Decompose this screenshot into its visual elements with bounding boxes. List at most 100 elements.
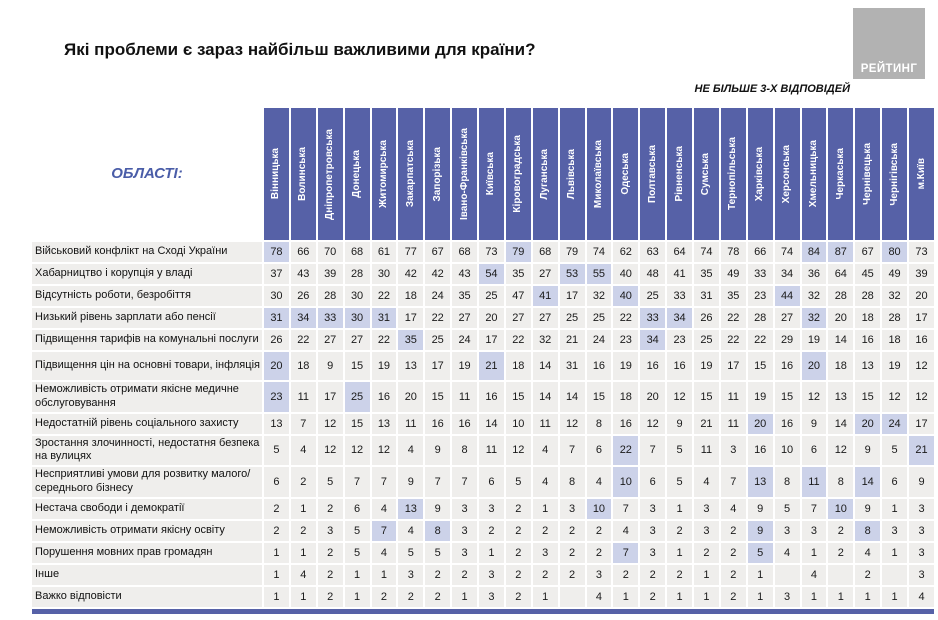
data-cell: 3 bbox=[398, 564, 424, 585]
data-cell: 2 bbox=[317, 542, 343, 563]
data-cell: 34 bbox=[290, 308, 316, 328]
data-cell: 32 bbox=[801, 308, 827, 328]
data-cell: 12 bbox=[640, 413, 666, 434]
data-cell: 4 bbox=[290, 435, 316, 465]
data-cell: 13 bbox=[855, 352, 881, 380]
data-cell: 5 bbox=[774, 498, 800, 519]
data-cell: 25 bbox=[344, 382, 370, 412]
data-cell: 12 bbox=[667, 382, 692, 412]
column-header: Івано-Франківська bbox=[452, 108, 477, 240]
data-cell: 9 bbox=[855, 498, 881, 519]
data-cell: 2 bbox=[505, 520, 531, 541]
table-row: Зростання злочинності, недостатня безпек… bbox=[32, 435, 934, 465]
column-header-label: Миколаївська bbox=[592, 139, 604, 209]
column-header-label: Закарпатська bbox=[404, 140, 416, 208]
data-cell: 73 bbox=[909, 242, 934, 262]
data-cell: 21 bbox=[909, 435, 934, 465]
data-cell: 26 bbox=[290, 286, 316, 306]
column-header-label: Чернігівська bbox=[888, 142, 900, 206]
data-cell: 8 bbox=[774, 467, 800, 497]
data-cell: 5 bbox=[505, 467, 531, 497]
data-cell: 7 bbox=[720, 467, 746, 497]
corner-cell: ОБЛАСТІ: bbox=[32, 108, 262, 240]
data-cell: 10 bbox=[586, 498, 612, 519]
data-cell: 4 bbox=[801, 564, 827, 585]
data-cell: 63 bbox=[640, 242, 666, 262]
data-cell: 25 bbox=[479, 286, 504, 306]
data-cell: 1 bbox=[290, 586, 316, 607]
data-cell: 1 bbox=[290, 542, 316, 563]
column-header-label: Сумська bbox=[700, 152, 712, 196]
column-header-label: Тернопільська bbox=[727, 137, 739, 211]
column-header: Київська bbox=[479, 108, 504, 240]
data-cell: 15 bbox=[855, 382, 881, 412]
data-cell: 21 bbox=[559, 330, 585, 350]
column-header-label: Київська bbox=[485, 152, 497, 196]
row-label: Нестача свободи і демократії bbox=[32, 498, 262, 519]
column-header: Тернопільська bbox=[720, 108, 746, 240]
data-cell: 16 bbox=[774, 352, 800, 380]
data-cell: 20 bbox=[398, 382, 424, 412]
data-cell: 9 bbox=[855, 435, 881, 465]
data-cell: 2 bbox=[398, 586, 424, 607]
data-cell: 7 bbox=[559, 435, 585, 465]
column-header-label: Дніпропетровська bbox=[324, 128, 336, 220]
data-cell: 11 bbox=[801, 467, 827, 497]
data-cell bbox=[774, 564, 800, 585]
data-cell: 4 bbox=[290, 564, 316, 585]
data-cell: 39 bbox=[909, 264, 934, 284]
data-cell: 24 bbox=[586, 330, 612, 350]
data-cell: 1 bbox=[667, 542, 692, 563]
data-cell: 2 bbox=[667, 564, 692, 585]
data-cell: 18 bbox=[828, 352, 854, 380]
data-cell: 6 bbox=[882, 467, 907, 497]
data-cell: 25 bbox=[425, 330, 451, 350]
data-cell: 15 bbox=[586, 382, 612, 412]
row-label: Неможливість отримати якісну освіту bbox=[32, 520, 262, 541]
data-cell: 22 bbox=[425, 308, 451, 328]
data-cell: 2 bbox=[264, 498, 289, 519]
data-cell: 3 bbox=[909, 564, 934, 585]
data-cell: 13 bbox=[747, 467, 773, 497]
data-cell: 11 bbox=[452, 382, 477, 412]
data-cell: 5 bbox=[317, 467, 343, 497]
data-cell: 1 bbox=[371, 564, 397, 585]
data-cell: 1 bbox=[747, 586, 773, 607]
data-cell: 20 bbox=[640, 382, 666, 412]
data-cell: 11 bbox=[290, 382, 316, 412]
data-cell: 19 bbox=[371, 352, 397, 380]
data-cell: 2 bbox=[505, 564, 531, 585]
column-header-label: Львівська bbox=[566, 148, 578, 200]
data-cell: 7 bbox=[290, 413, 316, 434]
rating-logo-text: РЕЙТИНГ bbox=[860, 63, 918, 75]
table-bottom-bar bbox=[32, 608, 934, 614]
data-cell: 41 bbox=[532, 286, 558, 306]
table-row: Підвищення тарифів на комунальні послуги… bbox=[32, 330, 934, 350]
data-cell: 34 bbox=[640, 330, 666, 350]
data-cell: 9 bbox=[747, 498, 773, 519]
data-cell: 70 bbox=[317, 242, 343, 262]
data-cell: 1 bbox=[828, 586, 854, 607]
data-cell: 41 bbox=[667, 264, 692, 284]
data-cell: 23 bbox=[667, 330, 692, 350]
data-cell: 42 bbox=[398, 264, 424, 284]
data-cell: 18 bbox=[290, 352, 316, 380]
data-cell: 2 bbox=[559, 542, 585, 563]
data-cell: 14 bbox=[828, 330, 854, 350]
data-cell: 4 bbox=[909, 586, 934, 607]
data-cell: 2 bbox=[559, 520, 585, 541]
data-cell: 3 bbox=[694, 520, 719, 541]
data-cell: 7 bbox=[371, 467, 397, 497]
data-cell: 14 bbox=[559, 382, 585, 412]
results-table: ОБЛАСТІ: Вінницька Волинська Дніпропетровс… bbox=[30, 106, 936, 609]
data-cell: 16 bbox=[855, 330, 881, 350]
data-cell bbox=[559, 586, 585, 607]
data-cell: 2 bbox=[640, 564, 666, 585]
table-row: Важко відповісти 1 1 2 1 2 2 2 1 3 2 1 4 1 2 1 1 2 1 3 1 1 1 1 4 bbox=[32, 586, 934, 607]
data-cell: 55 bbox=[586, 264, 612, 284]
data-cell: 15 bbox=[344, 413, 370, 434]
data-cell: 20 bbox=[264, 352, 289, 380]
data-cell: 24 bbox=[882, 413, 907, 434]
data-cell: 31 bbox=[371, 308, 397, 328]
